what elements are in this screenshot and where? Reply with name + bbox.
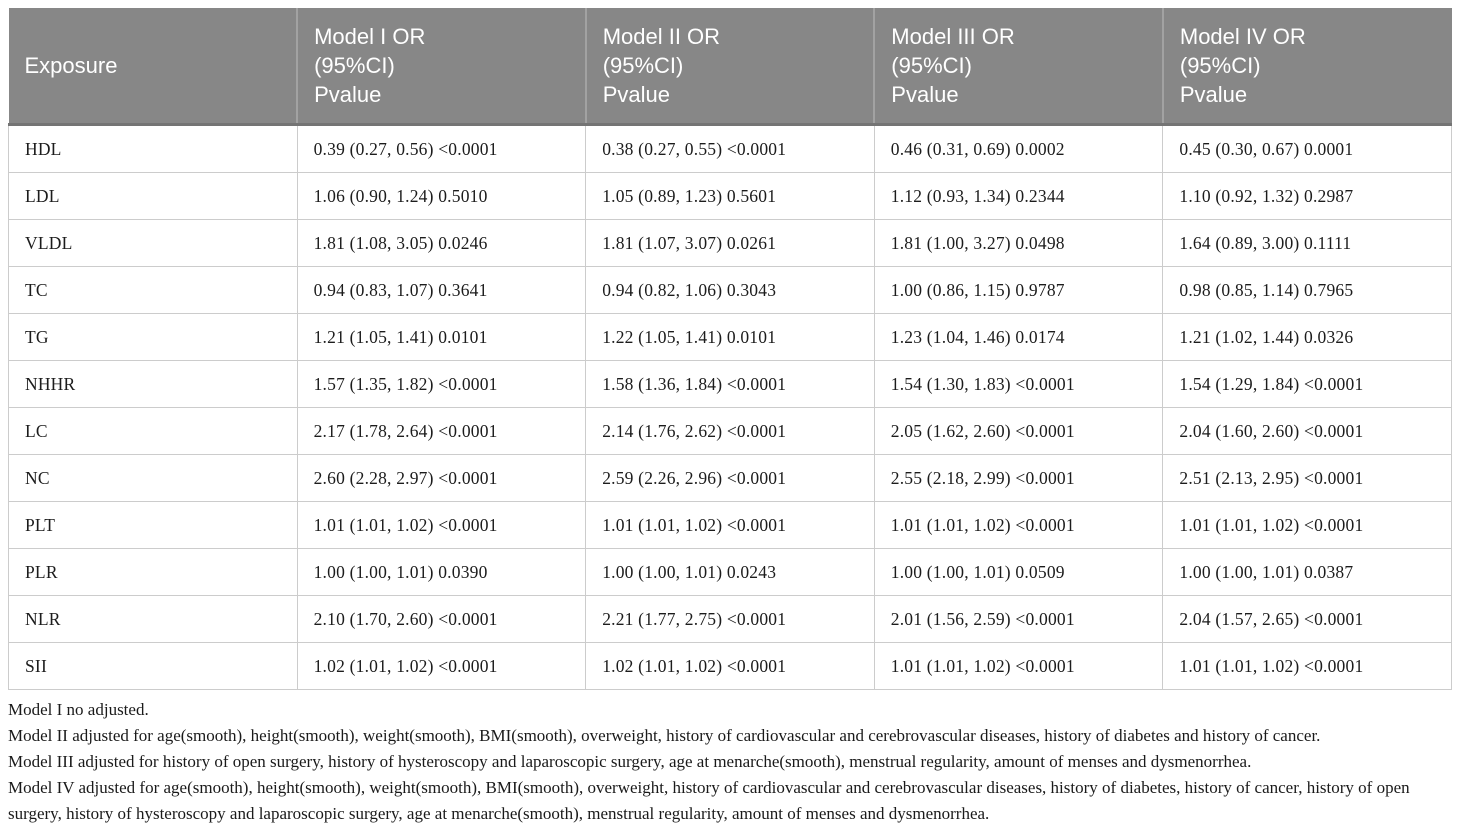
or-value-cell: 2.14 (1.76, 2.62) <0.0001 xyxy=(585,407,875,456)
footnote-model-4: Model IV adjusted for age(smooth), heigh… xyxy=(8,778,1410,824)
or-value-cell: 2.21 (1.77, 2.75) <0.0001 xyxy=(585,595,875,644)
or-value-cell: 0.45 (0.30, 0.67) 0.0001 xyxy=(1162,124,1452,174)
or-value-cell: 1.01 (1.01, 1.02) <0.0001 xyxy=(873,642,1164,691)
or-value-cell: 2.17 (1.78, 2.64) <0.0001 xyxy=(296,407,587,456)
or-value-cell: 2.05 (1.62, 2.60) <0.0001 xyxy=(873,407,1164,456)
or-value-cell: 1.54 (1.30, 1.83) <0.0001 xyxy=(873,360,1164,409)
or-value-cell: 1.21 (1.05, 1.41) 0.0101 xyxy=(296,313,587,362)
exposure-cell: TG xyxy=(8,313,298,362)
table-body: HDL 0.39 (0.27, 0.56) <0.0001 0.38 (0.27, … xyxy=(8,124,1452,691)
or-value-cell: 1.00 (0.86, 1.15) 0.9787 xyxy=(873,266,1164,315)
exposure-cell: SII xyxy=(8,642,298,691)
or-value-cell: 1.57 (1.35, 1.82) <0.0001 xyxy=(296,360,587,409)
or-value-cell: 1.06 (0.90, 1.24) 0.5010 xyxy=(296,172,587,221)
or-value-cell: 1.23 (1.04, 1.46) 0.0174 xyxy=(873,313,1164,362)
table-row: HDL 0.39 (0.27, 0.56) <0.0001 0.38 (0.27, … xyxy=(8,124,1452,174)
or-value-cell: 0.46 (0.31, 0.69) 0.0002 xyxy=(873,124,1164,174)
exposure-cell: HDL xyxy=(8,124,298,174)
exposure-cell: TC xyxy=(8,266,298,315)
exposure-cell: NHHR xyxy=(8,360,298,409)
table-row: NC 2.60 (2.28, 2.97) <0.0001 2.59 (2.26, 2… xyxy=(8,454,1452,503)
exposure-cell: VLDL xyxy=(8,219,298,268)
table-row: VLDL 1.81 (1.08, 3.05) 0.0246 1.81 (1.07, … xyxy=(8,219,1452,268)
or-value-cell: 2.51 (2.13, 2.95) <0.0001 xyxy=(1162,454,1452,503)
or-value-cell: 1.00 (1.00, 1.01) 0.0243 xyxy=(585,548,875,597)
exposure-cell: LDL xyxy=(8,172,298,221)
or-value-cell: 1.01 (1.01, 1.02) <0.0001 xyxy=(1162,501,1452,550)
header-cell-exposure: Exposure xyxy=(8,8,298,127)
or-value-cell: 0.38 (0.27, 0.55) <0.0001 xyxy=(585,124,875,174)
or-value-cell: 0.39 (0.27, 0.56) <0.0001 xyxy=(296,124,587,174)
results-table: Exposure Model I OR (95%CI) Pvalue Model… xyxy=(8,8,1452,691)
or-value-cell: 1.12 (0.93, 1.34) 0.2344 xyxy=(873,172,1164,221)
exposure-cell: PLR xyxy=(8,548,298,597)
table-header: Exposure Model I OR (95%CI) Pvalue Model… xyxy=(8,8,1452,127)
or-value-cell: 1.81 (1.00, 3.27) 0.0498 xyxy=(873,219,1164,268)
or-value-cell: 2.55 (2.18, 2.99) <0.0001 xyxy=(873,454,1164,503)
or-value-cell: 0.98 (0.85, 1.14) 0.7965 xyxy=(1162,266,1452,315)
or-value-cell: 1.58 (1.36, 1.84) <0.0001 xyxy=(585,360,875,409)
footnote-model-3: Model III adjusted for history of open s… xyxy=(8,752,1252,772)
or-value-cell: 2.10 (1.70, 2.60) <0.0001 xyxy=(296,595,587,644)
exposure-cell: PLT xyxy=(8,501,298,550)
footnote-model-1: Model I no adjusted. xyxy=(8,700,149,720)
or-value-cell: 1.01 (1.01, 1.02) <0.0001 xyxy=(585,501,875,550)
or-value-cell: 0.94 (0.83, 1.07) 0.3641 xyxy=(296,266,587,315)
or-value-cell: 1.81 (1.07, 3.07) 0.0261 xyxy=(585,219,875,268)
table-row: TG 1.21 (1.05, 1.41) 0.0101 1.22 (1.05, 1.… xyxy=(8,313,1452,362)
or-value-cell: 1.10 (0.92, 1.32) 0.2987 xyxy=(1162,172,1452,221)
or-value-cell: 1.01 (1.01, 1.02) <0.0001 xyxy=(1162,642,1452,691)
exposure-cell: NC xyxy=(8,454,298,503)
or-value-cell: 1.54 (1.29, 1.84) <0.0001 xyxy=(1162,360,1452,409)
header-cell-model-1: Model I OR (95%CI) Pvalue xyxy=(296,8,586,127)
or-value-cell: 1.64 (0.89, 3.00) 0.1111 xyxy=(1162,219,1452,268)
footnote-model-2: Model II adjusted for age(smooth), heigh… xyxy=(8,726,1321,746)
or-value-cell: 2.04 (1.57, 2.65) <0.0001 xyxy=(1162,595,1452,644)
table-row: LC 2.17 (1.78, 2.64) <0.0001 2.14 (1.76, 2… xyxy=(8,407,1452,456)
or-value-cell: 2.60 (2.28, 2.97) <0.0001 xyxy=(296,454,587,503)
table-row: PLR 1.00 (1.00, 1.01) 0.0390 1.00 (1.00, 1… xyxy=(8,548,1452,597)
header-cell-model-2: Model II OR (95%CI) Pvalue xyxy=(584,8,875,127)
or-value-cell: 1.00 (1.00, 1.01) 0.0387 xyxy=(1162,548,1452,597)
or-value-cell: 1.01 (1.01, 1.02) <0.0001 xyxy=(296,501,587,550)
or-value-cell: 1.02 (1.01, 1.02) <0.0001 xyxy=(585,642,875,691)
or-value-cell: 1.81 (1.08, 3.05) 0.0246 xyxy=(296,219,587,268)
table-row: NLR 2.10 (1.70, 2.60) <0.0001 2.21 (1.77, … xyxy=(8,595,1452,644)
table-row: LDL 1.06 (0.90, 1.24) 0.5010 1.05 (0.89, 1… xyxy=(8,172,1452,221)
table-row: TC 0.94 (0.83, 1.07) 0.3641 0.94 (0.82, 1.… xyxy=(8,266,1452,315)
table-row: NHHR 1.57 (1.35, 1.82) <0.0001 1.58 (1.36,… xyxy=(8,360,1452,409)
exposure-cell: LC xyxy=(8,407,298,456)
or-value-cell: 1.00 (1.00, 1.01) 0.0509 xyxy=(873,548,1164,597)
or-value-cell: 2.01 (1.56, 2.59) <0.0001 xyxy=(873,595,1164,644)
exposure-cell: NLR xyxy=(8,595,298,644)
or-value-cell: 0.94 (0.82, 1.06) 0.3043 xyxy=(585,266,875,315)
or-value-cell: 1.22 (1.05, 1.41) 0.0101 xyxy=(585,313,875,362)
or-value-cell: 1.02 (1.01, 1.02) <0.0001 xyxy=(296,642,587,691)
or-value-cell: 1.01 (1.01, 1.02) <0.0001 xyxy=(873,501,1164,550)
or-value-cell: 1.00 (1.00, 1.01) 0.0390 xyxy=(296,548,587,597)
or-value-cell: 2.04 (1.60, 2.60) <0.0001 xyxy=(1162,407,1452,456)
header-cell-model-4: Model IV OR (95%CI) Pvalue xyxy=(1161,8,1452,127)
header-cell-model-3: Model III OR (95%CI) Pvalue xyxy=(873,8,1163,127)
table-row: PLT 1.01 (1.01, 1.02) <0.0001 1.01 (1.01, … xyxy=(8,501,1452,550)
or-value-cell: 2.59 (2.26, 2.96) <0.0001 xyxy=(585,454,875,503)
or-value-cell: 1.05 (0.89, 1.23) 0.5601 xyxy=(585,172,875,221)
table-header-row: Exposure Model I OR (95%CI) Pvalue Model… xyxy=(8,8,1452,127)
table-row: SII 1.02 (1.01, 1.02) <0.0001 1.02 (1.01, … xyxy=(8,642,1452,691)
or-value-cell: 1.21 (1.02, 1.44) 0.0326 xyxy=(1162,313,1452,362)
table-footnotes: Model I no adjusted. Model II adjusted f… xyxy=(8,697,1452,827)
